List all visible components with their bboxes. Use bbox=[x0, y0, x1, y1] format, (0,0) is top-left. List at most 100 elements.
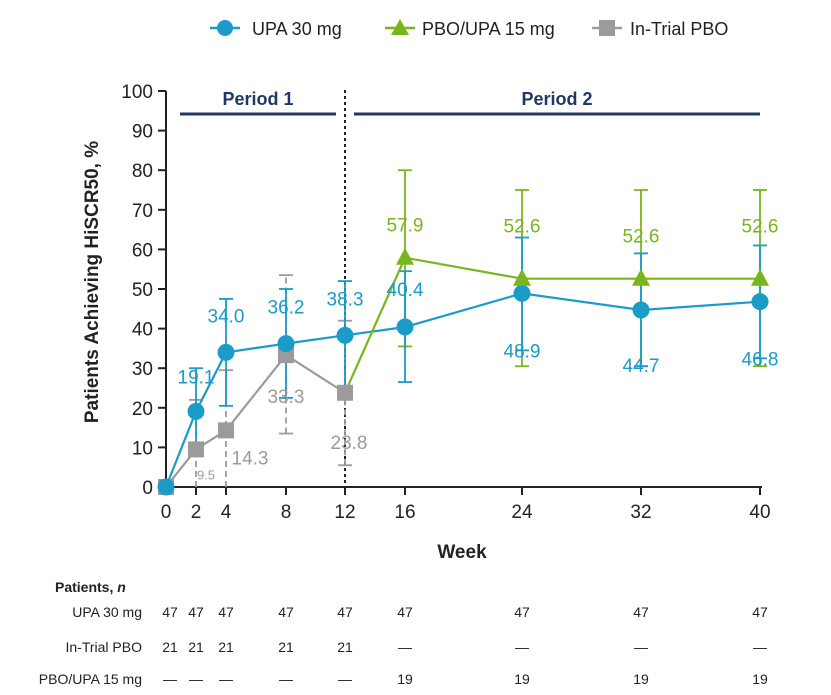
y-tick-label: 30 bbox=[132, 359, 153, 380]
x-tick-label: 8 bbox=[281, 502, 292, 523]
legend-marker-triangle bbox=[391, 19, 409, 35]
legend-item-pbo: In-Trial PBO bbox=[592, 19, 728, 39]
legend: UPA 30 mg PBO/UPA 15 mg In-Trial PBO bbox=[210, 19, 728, 39]
patients-cell: 21 bbox=[337, 639, 353, 655]
y-tick-label: 50 bbox=[132, 280, 153, 301]
legend-label-upa: UPA 30 mg bbox=[252, 19, 342, 39]
patients-cell: 21 bbox=[188, 639, 204, 655]
patients-cell: 21 bbox=[162, 639, 178, 655]
y-tick-label: 60 bbox=[132, 240, 153, 261]
x-axis-label: Week bbox=[437, 542, 487, 563]
data-label-pbo-upa: 57.9 bbox=[387, 216, 424, 237]
patients-cell: — bbox=[163, 671, 177, 687]
marker-upa bbox=[632, 301, 650, 319]
x-tick-label: 32 bbox=[630, 502, 651, 523]
data-label-pbo-upa: 52.6 bbox=[504, 217, 541, 238]
x-tick-label: 4 bbox=[221, 502, 232, 523]
legend-marker-circle bbox=[217, 20, 233, 36]
patients-cell: — bbox=[515, 639, 529, 655]
patients-cell: 21 bbox=[218, 639, 234, 655]
patients-cell: — bbox=[338, 671, 352, 687]
data-label-pbo-upa: 52.6 bbox=[623, 227, 660, 248]
data-label-upa: 34.0 bbox=[208, 306, 245, 327]
marker-pbo bbox=[188, 441, 204, 458]
patients-cell: 47 bbox=[162, 604, 178, 620]
data-label-upa: 44.7 bbox=[623, 356, 660, 377]
patients-row-label: PBO/UPA 15 mg bbox=[39, 671, 142, 687]
patients-cell: — bbox=[753, 639, 767, 655]
marker-pbo-upa bbox=[513, 268, 531, 286]
patients-title-n: n bbox=[117, 579, 126, 595]
data-label-pbo-upa: 52.6 bbox=[742, 217, 779, 238]
data-label-upa: 36.2 bbox=[268, 298, 305, 319]
marker-upa bbox=[336, 326, 354, 344]
y-tick-label: 70 bbox=[132, 201, 153, 222]
patients-row-label: In-Trial PBO bbox=[66, 639, 143, 655]
data-label-pbo: 33.3 bbox=[268, 387, 305, 408]
patients-cell: 47 bbox=[752, 604, 768, 620]
data-label-pbo: 14.3 bbox=[232, 448, 269, 469]
patients-title-text: Patients, bbox=[55, 579, 117, 595]
patients-row-label: UPA 30 mg bbox=[72, 604, 142, 620]
data-label-upa: 46.8 bbox=[742, 350, 779, 371]
patients-table: Patients, n UPA 30 mg 47 47 47 47 47 47 47 47 47 I… bbox=[39, 579, 768, 687]
marker-upa bbox=[751, 293, 769, 311]
marker-upa bbox=[217, 343, 235, 361]
x-tick-label: 40 bbox=[749, 502, 770, 523]
y-tick-label: 100 bbox=[121, 82, 153, 103]
patients-cell: 19 bbox=[752, 671, 768, 687]
x-tick-label: 24 bbox=[511, 502, 533, 523]
patients-cell: 19 bbox=[633, 671, 649, 687]
patients-cell: — bbox=[189, 671, 203, 687]
marker-upa bbox=[396, 318, 414, 336]
patients-table-title: Patients, n bbox=[55, 579, 126, 595]
marker-upa bbox=[513, 284, 531, 302]
patients-cell: 47 bbox=[278, 604, 294, 620]
legend-item-pbo-upa: PBO/UPA 15 mg bbox=[385, 19, 555, 39]
patients-cell: 19 bbox=[514, 671, 530, 687]
series-layer: 19.1 34.0 36.2 38.3 40.4 48.9 44.7 46.8 57.9 52.6… bbox=[157, 169, 779, 496]
period-2-label: Period 2 bbox=[521, 89, 592, 109]
y-tick-label: 40 bbox=[132, 320, 153, 341]
x-tick-label: 0 bbox=[161, 502, 172, 523]
data-label-upa: 19.1 bbox=[178, 367, 215, 388]
patients-cell: 47 bbox=[397, 604, 413, 620]
marker-pbo-upa bbox=[632, 268, 650, 286]
legend-marker-square bbox=[599, 20, 615, 36]
patients-cell: — bbox=[634, 639, 648, 655]
y-tick-label: 0 bbox=[142, 478, 153, 499]
marker-pbo bbox=[337, 384, 353, 401]
marker-upa bbox=[277, 335, 295, 353]
patients-cell: 47 bbox=[337, 604, 353, 620]
y-tick-label: 20 bbox=[132, 399, 153, 420]
data-label-pbo: 9.5 bbox=[197, 467, 215, 482]
marker-upa bbox=[157, 478, 175, 496]
patients-cell: — bbox=[219, 671, 233, 687]
y-axis-label: Patients Achieving HiSCR50, % bbox=[82, 141, 103, 423]
data-label-upa: 48.9 bbox=[504, 341, 541, 362]
period-1-label: Period 1 bbox=[222, 89, 293, 109]
patients-table-rows: UPA 30 mg 47 47 47 47 47 47 47 47 47 In-Trial PBO 2… bbox=[39, 604, 768, 687]
x-tick-label: 12 bbox=[334, 502, 355, 523]
legend-item-upa: UPA 30 mg bbox=[210, 19, 342, 39]
period-annotations: Period 1 Period 2 bbox=[180, 89, 760, 487]
marker-upa bbox=[187, 402, 205, 420]
x-tick-label: 2 bbox=[191, 502, 202, 523]
marker-pbo bbox=[218, 422, 234, 439]
legend-label-pbo-upa: PBO/UPA 15 mg bbox=[422, 19, 555, 39]
patients-cell: 47 bbox=[514, 604, 530, 620]
data-label-upa: 40.4 bbox=[387, 280, 424, 301]
patients-cell: — bbox=[398, 639, 412, 655]
x-ticks: 0 2 4 8 12 16 24 32 40 bbox=[161, 487, 771, 523]
patients-cell: — bbox=[279, 671, 293, 687]
patients-cell: 47 bbox=[633, 604, 649, 620]
y-tick-label: 10 bbox=[132, 438, 153, 459]
patients-cell: 47 bbox=[218, 604, 234, 620]
legend-label-pbo: In-Trial PBO bbox=[630, 19, 728, 39]
x-tick-label: 16 bbox=[394, 502, 415, 523]
patients-cell: 47 bbox=[188, 604, 204, 620]
patients-cell: 19 bbox=[397, 671, 413, 687]
y-tick-label: 90 bbox=[132, 122, 153, 143]
y-ticks: 0 10 20 30 40 50 60 70 80 90 100 bbox=[121, 82, 166, 499]
